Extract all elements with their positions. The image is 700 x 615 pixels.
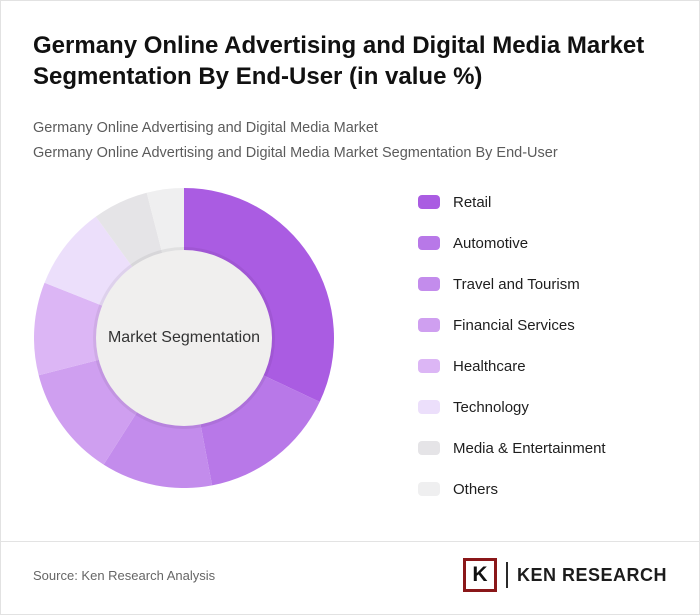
ken-research-logo: K KEN RESEARCH [462, 558, 667, 592]
source-text: Source: Ken Research Analysis [33, 567, 216, 583]
page-title: Germany Online Advertising and Digital M… [33, 32, 645, 90]
legend-item-technology: Technology [418, 399, 606, 416]
legend-item-automotive: Automotive [418, 235, 606, 252]
logo-divider [505, 562, 508, 588]
legend-swatch [418, 359, 440, 374]
subtitle-segmentation: Germany Online Advertising and Digital M… [33, 145, 558, 162]
donut-center-circle [96, 249, 272, 426]
legend-label: Travel and Tourism [453, 275, 580, 293]
subtitle-market: Germany Online Advertising and Digital M… [33, 120, 378, 137]
logo-k-icon: K [462, 558, 497, 592]
legend-item-others: Others [418, 481, 606, 498]
legend-swatch [418, 236, 440, 251]
legend-swatch [418, 400, 440, 415]
footer: Source: Ken Research Analysis K KEN RESE… [1, 541, 699, 614]
legend-swatch [418, 318, 440, 333]
legend-swatch [418, 195, 440, 210]
legend-item-financial-services: Financial Services [418, 317, 606, 334]
legend-label: Media & Entertainment [453, 439, 606, 457]
legend-item-travel-and-tourism: Travel and Tourism [418, 276, 606, 293]
legend-item-retail: Retail [418, 194, 606, 211]
brand-name: KEN RESEARCH [516, 564, 667, 585]
legend-label: Financial Services [453, 316, 575, 334]
legend-label: Others [453, 480, 499, 498]
legend-item-media-entertainment: Media & Entertainment [418, 440, 606, 457]
donut-chart-container: Market Segmentation [33, 187, 334, 488]
chart-section: Market Segmentation Retail Automotive Trav… [1, 168, 699, 541]
legend-label: Healthcare [453, 357, 526, 375]
legend-label: Technology [453, 398, 529, 416]
header: Germany Online Advertising and Digital M… [1, 1, 699, 168]
legend-swatch [418, 482, 440, 497]
legend-swatch [418, 277, 440, 292]
legend-item-healthcare: Healthcare [418, 358, 606, 375]
legend-swatch [418, 441, 440, 456]
legend-label: Retail [453, 193, 492, 211]
legend: Retail Automotive Travel and Tourism Financ… [418, 188, 606, 522]
donut-chart [33, 187, 334, 488]
legend-label: Automotive [453, 234, 529, 252]
